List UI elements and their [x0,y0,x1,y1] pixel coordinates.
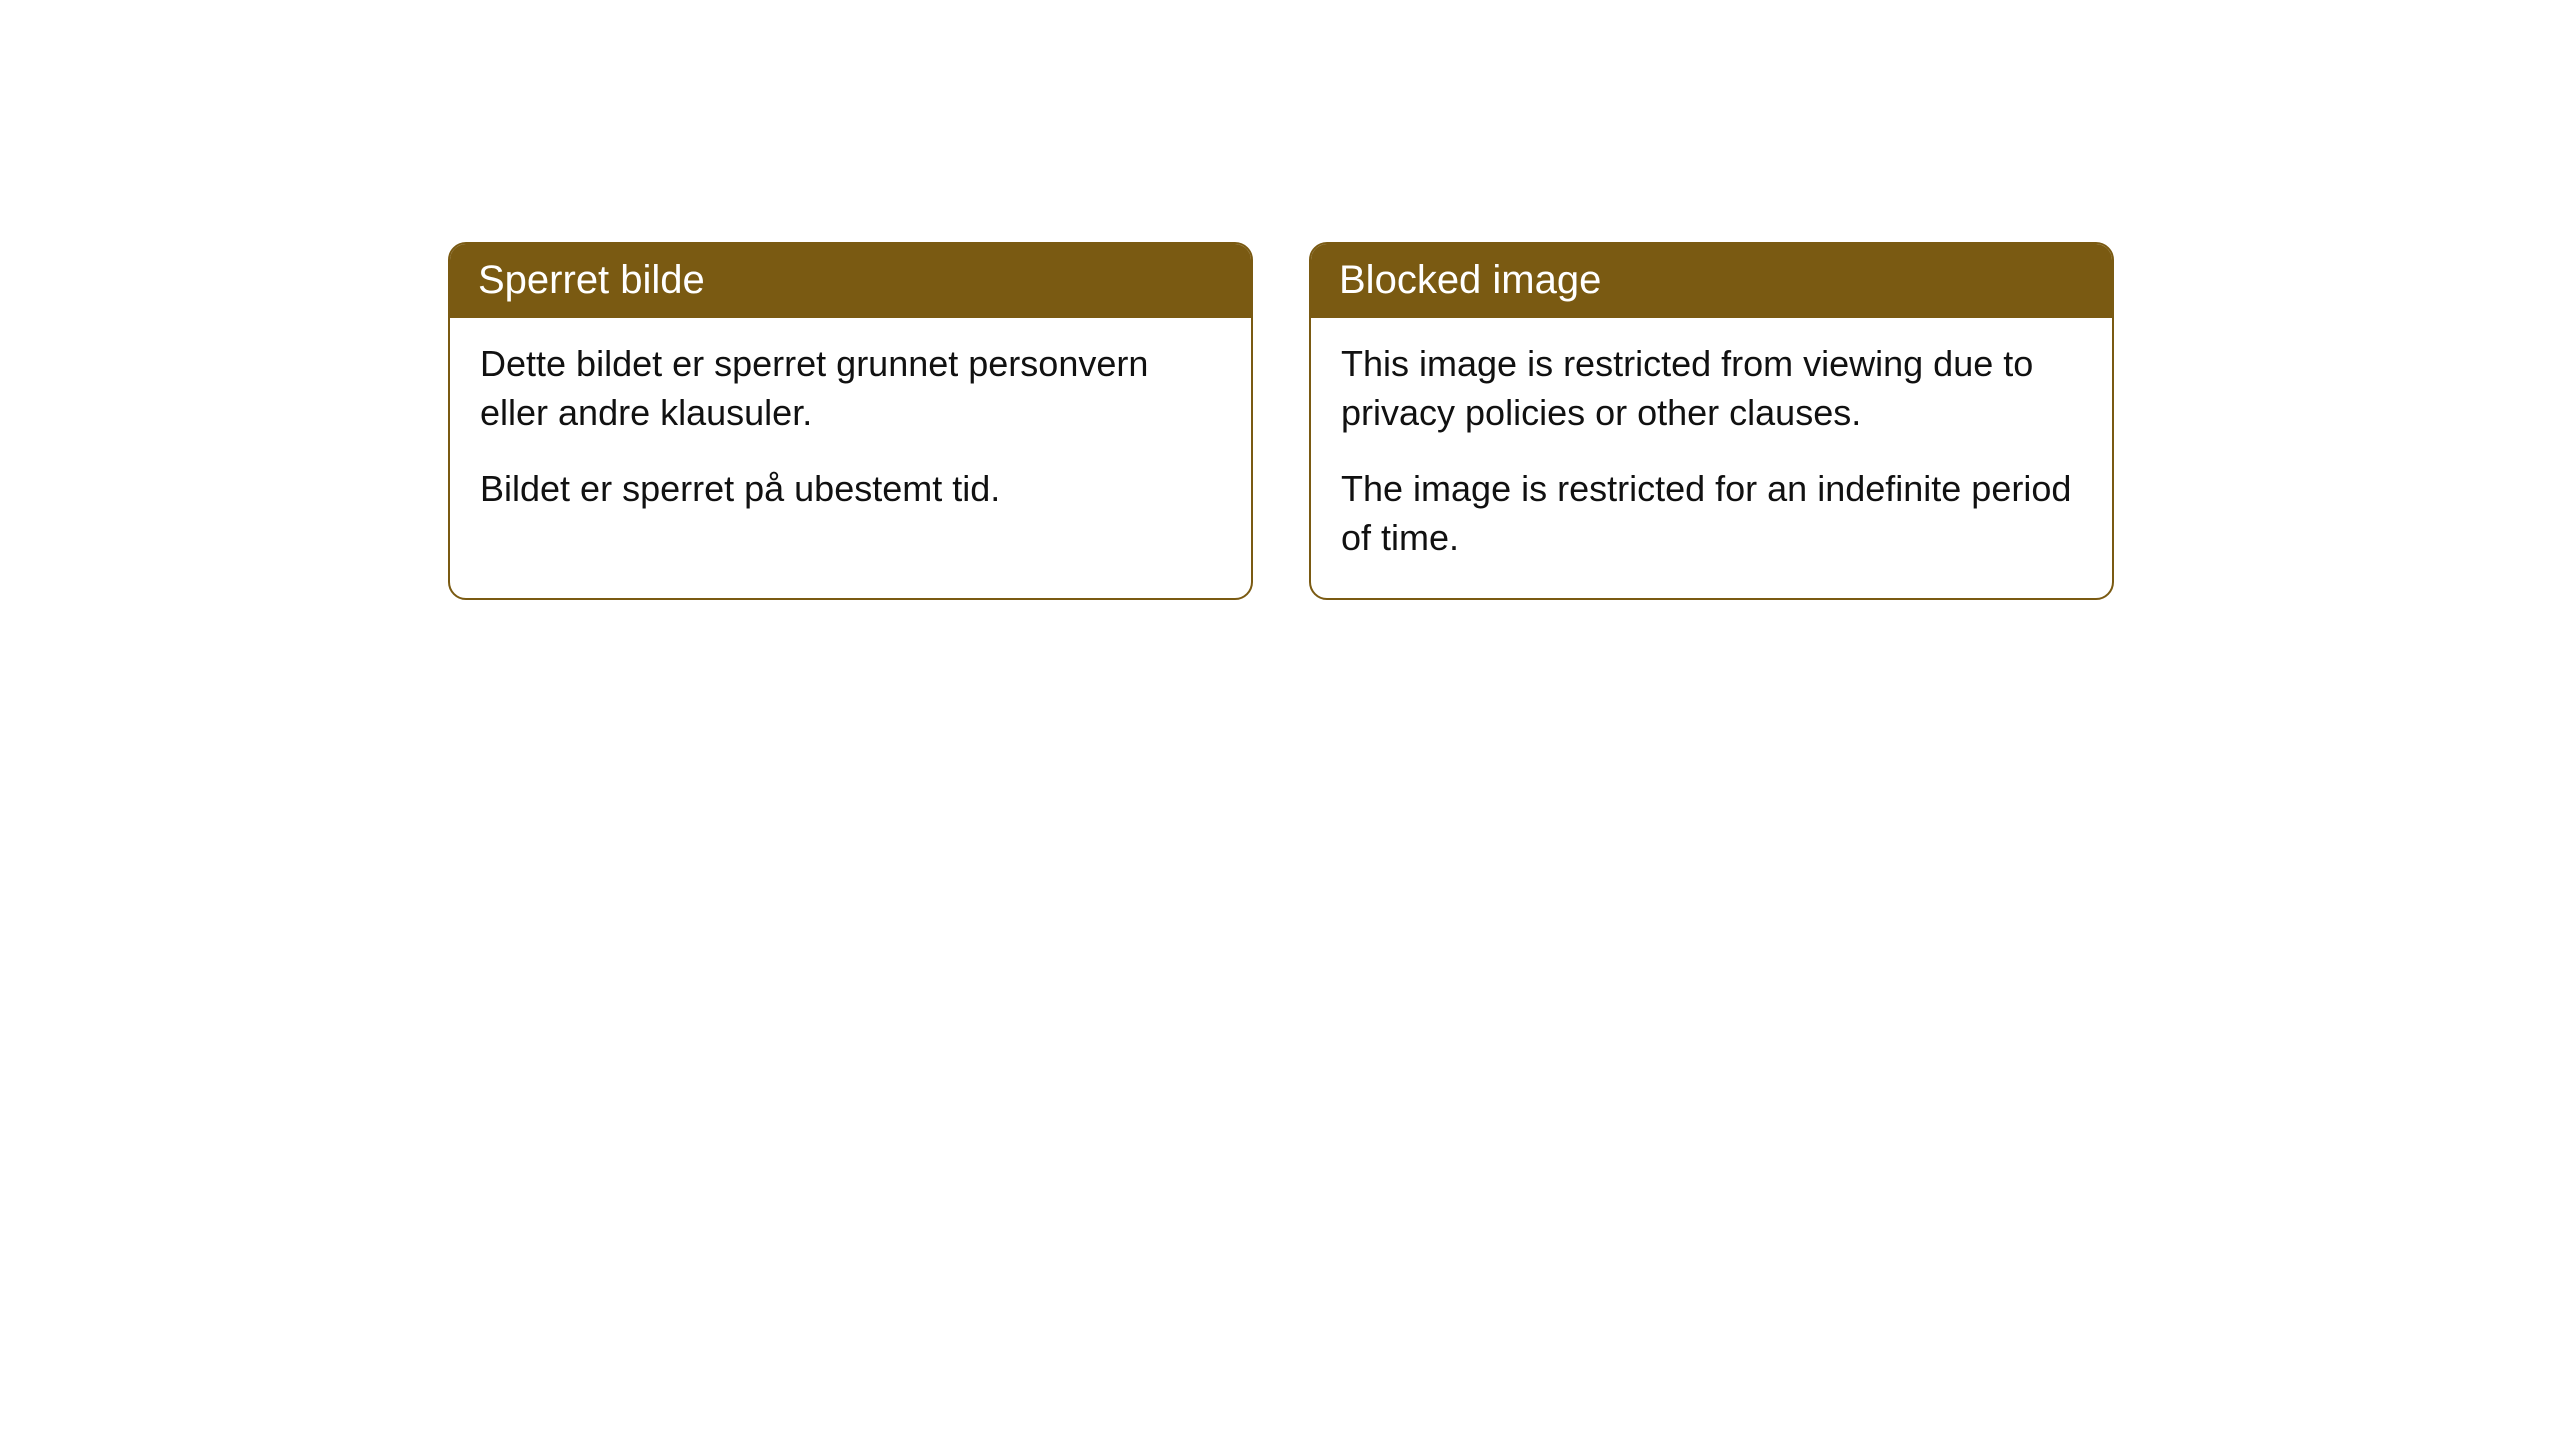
blocked-image-card-no: Sperret bilde Dette bildet er sperret gr… [448,242,1253,600]
card-para1-en: This image is restricted from viewing du… [1341,340,2082,437]
card-header-en: Blocked image [1311,244,2112,318]
blocked-image-card-en: Blocked image This image is restricted f… [1309,242,2114,600]
card-header-no: Sperret bilde [450,244,1251,318]
card-body-en: This image is restricted from viewing du… [1311,318,2112,598]
card-para2-en: The image is restricted for an indefinit… [1341,465,2082,562]
blocked-image-cards: Sperret bilde Dette bildet er sperret gr… [448,242,2114,600]
card-para1-no: Dette bildet er sperret grunnet personve… [480,340,1221,437]
card-title-no: Sperret bilde [478,258,705,302]
card-body-no: Dette bildet er sperret grunnet personve… [450,318,1251,550]
card-para2-no: Bildet er sperret på ubestemt tid. [480,465,1221,514]
card-title-en: Blocked image [1339,258,1601,302]
